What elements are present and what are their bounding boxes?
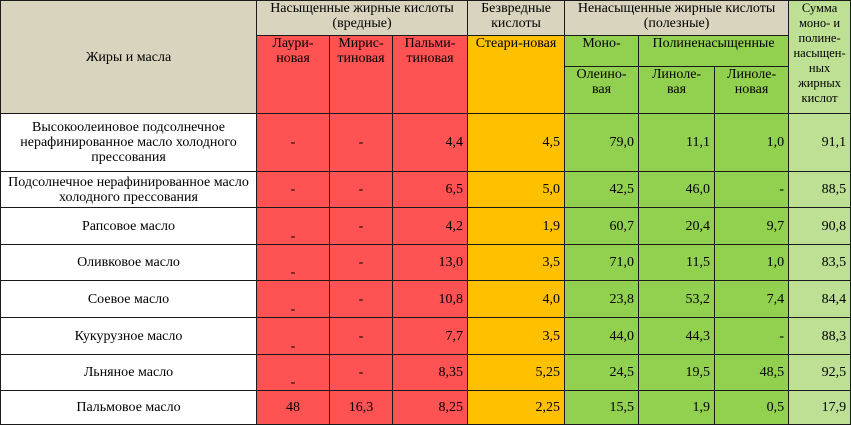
oil-name: Льняное масло (0, 354, 257, 391)
palmitic-value: 7,7 (391, 317, 469, 355)
oleic-value: 23,8 (564, 280, 640, 318)
lauric-value: - (256, 354, 330, 391)
table-row: Соевое масло - -10,8 4,0 23,8 53,2 7,4 84,4 (0, 280, 851, 318)
linoleic-value: 44,3 (638, 317, 716, 355)
table-row: Подсолнечное нерафинированное масло холо… (0, 171, 851, 208)
lauric-value: - (256, 207, 330, 245)
table-row: Высокоолеиновое подсолнечное нерафиниров… (0, 113, 851, 172)
oil-name: Оливковое масло (0, 244, 257, 281)
oleic-value: 24,5 (564, 354, 640, 391)
linolenic-value: 48,5 (714, 354, 790, 391)
header-sum: Сумма моно- и полине-насыщен-ных жирных … (788, 0, 851, 114)
linoleic-value: 1,9 (638, 390, 716, 425)
stearic-value: 2,25 (467, 390, 566, 425)
oil-name: Высокоолеиновое подсолнечное нерафиниров… (0, 113, 257, 172)
stearic-value: 5,25 (467, 354, 566, 391)
header-oleic: Олеино-вая (564, 66, 640, 114)
stearic-value: 3,5 (467, 317, 566, 355)
header-saturated: Насыщенные жирные кислоты (вредные) (255, 0, 469, 36)
oleic-value: 79,0 (564, 113, 640, 172)
sum-value: 83,5 (788, 244, 851, 281)
lauric-value: - (256, 171, 330, 208)
oleic-value: 42,5 (564, 171, 640, 208)
table-row: Кукурузное масло - -7,7 3,5 44,0 44,3-88,3 (0, 317, 851, 355)
linolenic-value: 9,7 (714, 207, 790, 245)
stearic-value: 4,5 (467, 113, 566, 172)
table-row: Рапсовое масло - -4,2 1,9 60,7 20,4 9,7 90,8 (0, 207, 851, 245)
lauric-value: 48 (256, 390, 330, 425)
oleic-value: 60,7 (564, 207, 640, 245)
myristic-value: 16,3 (329, 390, 393, 425)
header-myristic: Мирис-тиновая (329, 35, 393, 114)
stearic-value: 1,9 (467, 207, 566, 245)
oil-name: Соевое масло (0, 280, 257, 318)
oleic-value: 15,5 (564, 390, 640, 425)
myristic-value: - (329, 317, 393, 355)
myristic-value: - (329, 354, 393, 391)
oil-name: Кукурузное масло (0, 317, 257, 355)
linoleic-value: 46,0 (638, 171, 716, 208)
sum-value: 90,8 (788, 207, 851, 245)
sum-value: 92,5 (788, 354, 851, 391)
lauric-value: - (256, 317, 330, 355)
lauric-value: - (256, 244, 330, 281)
stearic-value: 5,0 (467, 171, 566, 208)
myristic-value: - (329, 207, 393, 245)
linoleic-value: 11,5 (638, 244, 716, 281)
palmitic-value: 13,0 (391, 244, 469, 281)
lauric-value: - (256, 113, 330, 172)
oil-name: Пальмовое масло (0, 390, 257, 425)
header-stearic: Стеари-новая (467, 35, 566, 114)
header-mono: Моно- (564, 35, 640, 67)
header-harmless: Безвредные кислоты (467, 0, 566, 36)
myristic-value: - (329, 280, 393, 318)
palmitic-value: 8,25 (391, 390, 469, 425)
palmitic-value: 6,5 (391, 171, 469, 208)
myristic-value: - (329, 113, 393, 172)
linolenic-value: 7,4 (714, 280, 790, 318)
myristic-value: - (329, 244, 393, 281)
linoleic-value: 19,5 (638, 354, 716, 391)
linolenic-value: 1,0 (714, 113, 790, 172)
stearic-value: 4,0 (467, 280, 566, 318)
linolenic-value: - (714, 317, 790, 355)
sum-value: 84,4 (788, 280, 851, 318)
table-row: Оливковое масло - -13,0 3,5 71,0 11,5 1,0 83,5 (0, 244, 851, 281)
stearic-value: 3,5 (467, 244, 566, 281)
myristic-value: - (329, 171, 393, 208)
lauric-value: - (256, 280, 330, 318)
palmitic-value: 8,35 (391, 354, 469, 391)
oleic-value: 44,0 (564, 317, 640, 355)
oil-name: Подсолнечное нерафинированное масло холо… (0, 171, 257, 208)
linoleic-value: 11,1 (638, 113, 716, 172)
oleic-value: 71,0 (564, 244, 640, 281)
linoleic-value: 20,4 (638, 207, 716, 245)
sum-value: 17,9 (788, 390, 851, 425)
header-linoleic: Линоле-вая (638, 66, 716, 114)
sum-value: 88,5 (788, 171, 851, 208)
table-body: Высокоолеиновое подсолнечное нерафиниров… (0, 113, 851, 425)
table-row: Пальмовое масло 48 16,3 8,25 2,25 15,5 1,9 0,5 1… (0, 390, 851, 425)
palmitic-value: 4,2 (391, 207, 469, 245)
header-palmitic: Пальми-тиновая (391, 35, 469, 114)
header-unsaturated: Ненасыщенные жирные кислоты (полезные) (564, 0, 790, 36)
linolenic-value: 0,5 (714, 390, 790, 425)
header-poly: Полиненасыщенные (638, 35, 790, 67)
sum-value: 91,1 (788, 113, 851, 172)
linolenic-value: - (714, 171, 790, 208)
palmitic-value: 4,4 (391, 113, 469, 172)
header-fats: Жиры и масла (0, 0, 257, 114)
header-linolenic: Линоле-новая (714, 66, 790, 114)
oil-name: Рапсовое масло (0, 207, 257, 245)
linolenic-value: 1,0 (714, 244, 790, 281)
palmitic-value: 10,8 (391, 280, 469, 318)
sum-value: 88,3 (788, 317, 851, 355)
header-lauric: Лаури-новая (256, 35, 330, 114)
table-row: Льняное масло - -8,35 5,25 24,5 19,5 48,5 92,5 (0, 354, 851, 391)
linoleic-value: 53,2 (638, 280, 716, 318)
